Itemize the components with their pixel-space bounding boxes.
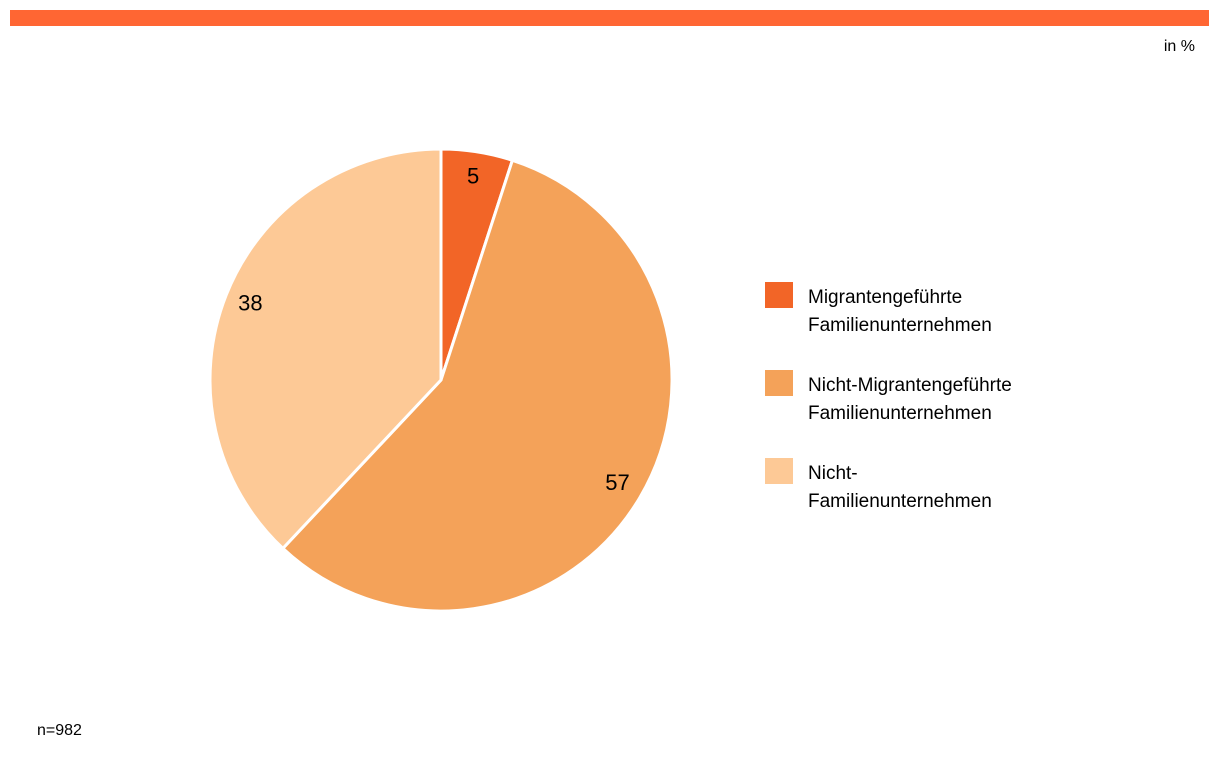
legend-swatch — [765, 370, 793, 396]
data-label: 38 — [238, 290, 262, 315]
legend-label: Nicht-Migrantengeführte Familienunterneh… — [808, 375, 1012, 424]
legend-label: Nicht- Familienunternehmen — [808, 463, 992, 512]
data-label: 57 — [605, 470, 629, 495]
unit-label: in % — [1164, 38, 1195, 55]
legend-label: Migrantengeführte Familienunternehmen — [808, 287, 992, 336]
pie-slice — [208, 147, 443, 551]
pie-slice — [280, 158, 674, 613]
top-bar — [10, 10, 1209, 26]
legend-swatch — [765, 458, 793, 484]
legend-swatch — [765, 282, 793, 308]
data-label: 5 — [467, 163, 479, 188]
sample-note: n=982 — [37, 722, 82, 739]
